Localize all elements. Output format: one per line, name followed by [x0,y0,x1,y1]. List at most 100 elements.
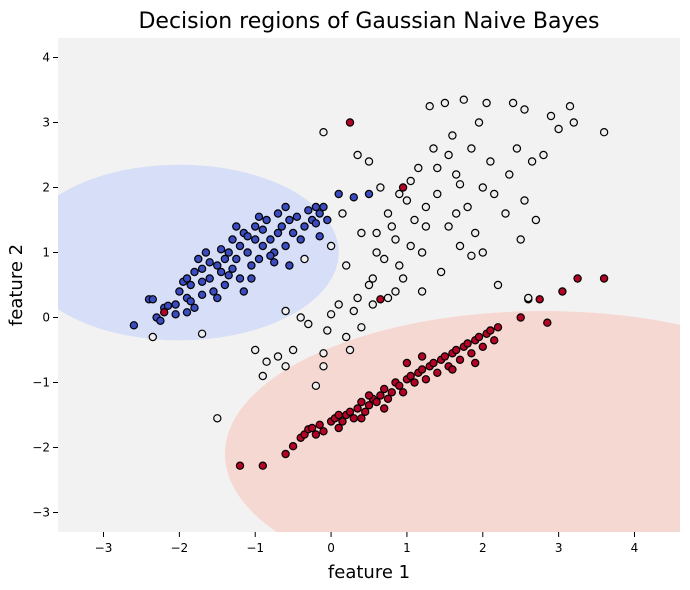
white-data-point [326,310,336,319]
blue-data-point [197,290,207,299]
blue-data-point [129,321,139,330]
y-tick-label: 3 [42,116,50,130]
white-data-point [319,362,328,371]
blue-data-point [228,264,237,273]
white-data-point [338,209,347,218]
blue-data-point [190,267,199,277]
white-data-point [368,274,377,283]
red-data-point [159,308,169,317]
red-data-point [558,287,567,296]
red-data-point [380,404,389,413]
white-data-point [319,349,328,358]
blue-data-point [243,232,252,241]
red-data-point [281,449,290,459]
white-data-point [410,215,419,225]
blue-data-point [258,225,267,234]
red-data-point [288,442,298,451]
blue-data-point [224,248,233,257]
red-data-point [307,423,317,433]
blue-data-point [182,274,192,283]
y-axis-label: feature 2 [6,244,27,326]
white-data-point [478,183,487,192]
white-data-point [490,189,499,199]
red-data-point [543,318,552,327]
white-data-point [599,127,609,137]
red-data-point [258,461,267,470]
white-data-point [353,293,362,303]
red-data-point [463,339,472,348]
white-data-point [516,235,525,244]
blue-data-point [186,280,195,290]
white-data-point [406,176,415,186]
blue-data-point [197,277,207,286]
blue-data-point [205,274,214,283]
white-data-point [524,293,533,303]
x-tick-label: −3 [95,541,113,555]
y-tick-label: 4 [42,51,50,65]
white-data-point [380,254,389,264]
x-tick-label: 2 [479,541,487,555]
red-data-point [421,375,431,384]
blue-data-point [250,235,260,244]
white-data-point [296,313,305,322]
blue-data-point [182,308,192,317]
white-data-point [300,254,309,264]
red-data-point [467,349,476,358]
blue-data-point [315,232,324,241]
red-data-point [383,394,393,403]
blue-data-point [228,235,237,244]
white-data-point [478,248,487,257]
red-data-point [406,371,415,381]
blue-data-point [349,193,358,202]
white-data-point [433,189,442,199]
white-data-point [527,157,537,166]
blue-data-point [315,209,324,218]
blue-data-point [194,254,203,264]
red-data-point [417,352,427,361]
red-data-point [490,336,499,345]
blue-data-point [254,212,264,221]
blue-data-point [266,251,275,260]
blue-data-point [156,316,165,325]
blue-data-point [232,222,241,231]
white-data-point [493,280,503,290]
white-data-point [520,105,529,114]
red-data-point [429,358,438,368]
red-data-point [398,388,408,397]
white-data-point [417,287,427,296]
blue-data-point [220,280,230,290]
blue-decision-region [58,164,339,341]
y-tick-label: 1 [42,246,50,260]
red-data-point [235,461,245,470]
white-data-point [421,222,431,231]
blue-data-point [288,228,298,238]
white-data-point [520,196,529,205]
x-tick-label: 4 [631,541,639,555]
white-data-point [353,150,362,160]
red-data-point [364,391,374,400]
white-data-point [383,209,393,218]
blue-data-point [285,261,294,270]
red-data-point [357,414,366,423]
white-data-point [342,261,351,270]
y-tick-label: −1 [32,376,50,390]
blue-data-point [239,287,248,296]
white-data-point [452,209,461,218]
x-tick-label: −1 [246,541,264,555]
blue-data-point [224,271,233,280]
blue-data-point [281,241,290,251]
white-data-point [319,127,328,137]
white-data-point [342,332,351,342]
blue-data-point [205,258,214,267]
x-tick-label: 0 [327,541,335,555]
white-data-point [197,329,207,338]
axes-layer: −3 −2 −1 0 1 2 3 4 −3 −2 −1 0 1 2 3 4 [32,51,638,556]
red-data-point [353,404,362,413]
white-data-point [395,261,404,270]
blue-data-point [247,274,256,283]
red-data-point [319,427,328,436]
white-data-point [304,319,313,329]
white-data-point [467,144,476,153]
white-data-point [376,183,385,192]
blue-data-point [216,245,226,254]
